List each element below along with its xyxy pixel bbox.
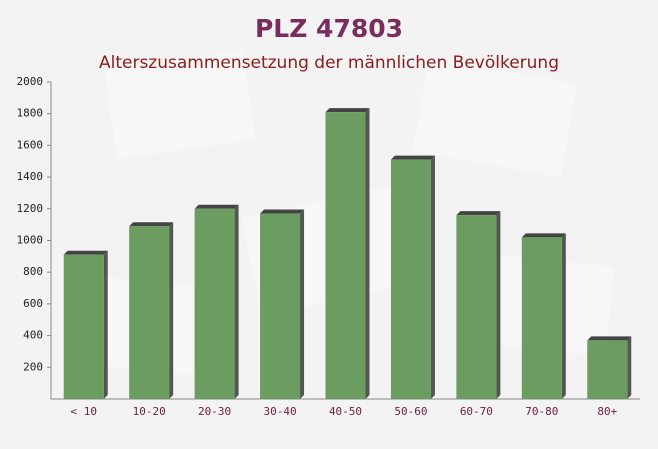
bar-top bbox=[63, 250, 108, 255]
bar-top bbox=[390, 155, 435, 160]
bar-top bbox=[194, 204, 239, 209]
bar-side bbox=[627, 336, 632, 399]
bar bbox=[260, 213, 301, 399]
x-tick-label: 70-80 bbox=[525, 405, 558, 418]
bar-top bbox=[587, 336, 632, 341]
chart-title: PLZ 47803 bbox=[255, 14, 403, 43]
bar-top bbox=[260, 209, 305, 214]
bar-top bbox=[521, 233, 566, 238]
y-tick-label: 400 bbox=[23, 329, 43, 342]
y-tick-label: 1200 bbox=[17, 202, 44, 215]
bar bbox=[521, 237, 562, 399]
bar-top bbox=[456, 211, 501, 216]
bar-side bbox=[169, 222, 174, 399]
bar-side bbox=[234, 204, 239, 399]
bar-side bbox=[103, 250, 108, 399]
y-tick-label: 600 bbox=[23, 297, 43, 310]
y-tick-label: 200 bbox=[23, 360, 43, 373]
bar-side bbox=[430, 155, 435, 399]
bar bbox=[587, 340, 628, 399]
bar-side bbox=[300, 209, 305, 399]
y-tick-label: 2000 bbox=[17, 75, 44, 88]
bar bbox=[194, 208, 235, 399]
x-tick-label: 10-20 bbox=[133, 405, 166, 418]
x-tick-label: 60-70 bbox=[460, 405, 493, 418]
y-tick-label: 1400 bbox=[17, 170, 44, 183]
bar bbox=[63, 254, 104, 399]
y-tick-label: 1000 bbox=[17, 234, 44, 247]
x-tick-label: 30-40 bbox=[263, 405, 296, 418]
bar bbox=[129, 226, 170, 399]
x-tick-label: 50-60 bbox=[394, 405, 427, 418]
bar-side bbox=[561, 233, 566, 399]
bar bbox=[390, 159, 431, 399]
x-tick-label: 20-30 bbox=[198, 405, 231, 418]
x-tick-label: 80+ bbox=[597, 405, 617, 418]
bar bbox=[456, 215, 497, 399]
bar-side bbox=[496, 211, 501, 399]
bar bbox=[325, 112, 366, 400]
y-tick-label: 800 bbox=[23, 265, 43, 278]
y-tick-label: 1800 bbox=[17, 107, 44, 120]
bar-top bbox=[129, 222, 174, 227]
bar-top bbox=[325, 108, 370, 113]
chart-subtitle: Alterszusammensetzung der männlichen Bev… bbox=[99, 53, 559, 73]
y-tick-label: 1600 bbox=[17, 138, 44, 151]
x-tick-label: < 10 bbox=[70, 405, 97, 418]
x-tick-label: 40-50 bbox=[329, 405, 362, 418]
bar-side bbox=[365, 108, 370, 400]
